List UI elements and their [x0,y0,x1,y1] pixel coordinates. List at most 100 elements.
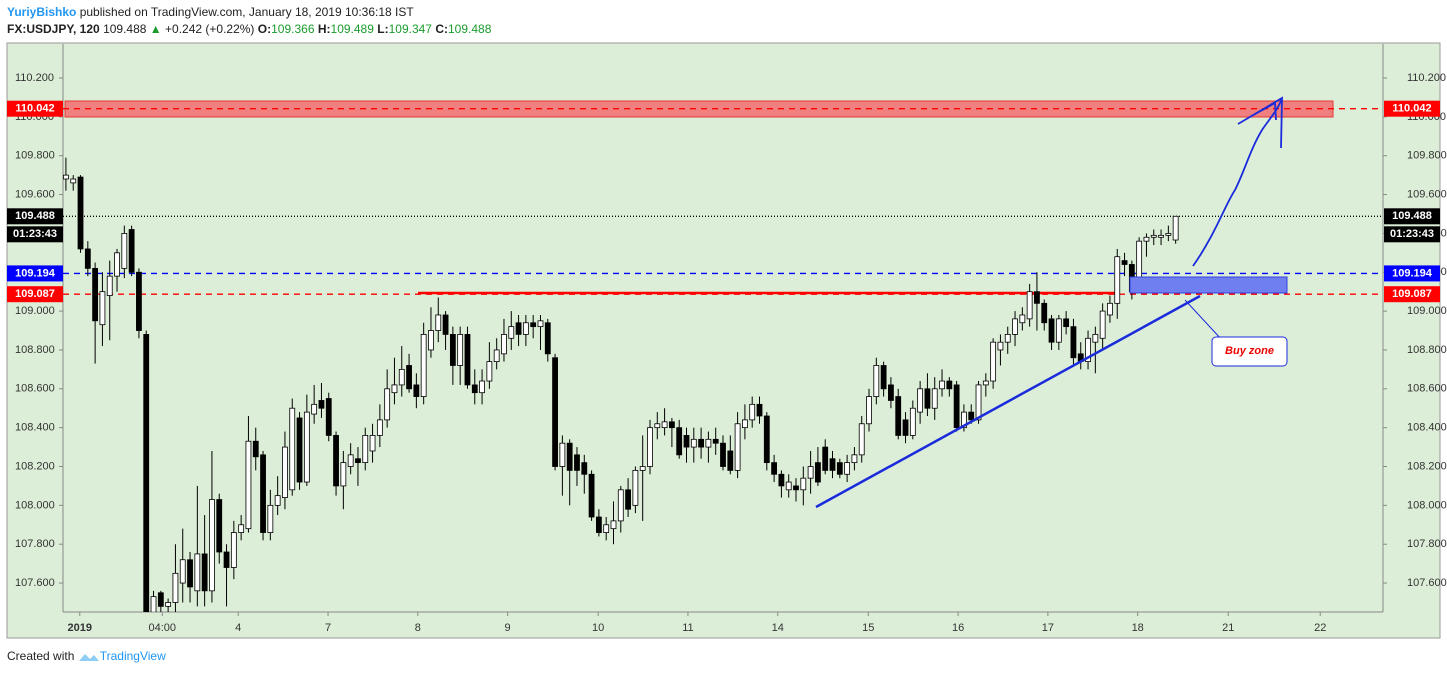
candle-body [939,380,945,390]
candle-body [1099,310,1106,339]
candle-body [566,442,573,471]
price-tag-label: 110.042 [1392,103,1431,115]
x-tick-label: 8 [415,622,421,634]
candle-body [70,178,77,184]
candle-body [800,477,807,491]
price-tag-label: 110.042 [15,103,54,115]
candle-body [1121,260,1128,265]
logo [78,653,99,661]
candle-body [355,458,361,464]
candle-body [946,380,953,390]
candle-body [449,334,456,366]
y-tick-label: 108.400 [15,422,55,434]
y-tick-label: 109.800 [1407,150,1447,162]
candle-body [515,322,522,335]
candle-body [362,435,369,464]
candle-body [77,176,84,250]
x-tick-label: 11 [682,622,693,634]
candle-body [668,421,675,429]
candle-body [1085,337,1091,363]
candle-body [888,384,894,401]
candle-body [136,271,142,331]
callout-pointer [1184,299,1223,341]
candle-body [581,462,588,475]
up-arrow: ▲ [149,22,162,36]
candle-body [1055,318,1062,343]
footer: Created with TradingView [7,649,166,663]
trendline [815,294,1201,509]
candle-body [617,489,624,522]
plot [63,100,1383,612]
candle-body [84,248,91,269]
candle-body [1143,236,1150,242]
candle-body [369,435,376,452]
y-tick-label: 109.800 [15,150,55,162]
price-tag-label: 109.488 [15,210,55,222]
candle-body [639,466,646,471]
candle-body [464,334,471,386]
candle-body [1034,291,1040,304]
candle-body [479,380,485,394]
brand[interactable]: TradingView [99,649,166,663]
candle-body [544,322,551,355]
candle-body [895,396,902,436]
candle-body [384,388,391,421]
candle-body [924,388,931,409]
candle-body [902,419,909,436]
candle-body [143,334,150,612]
candle-body [99,291,106,326]
candle-body [325,398,332,436]
candle-body [238,524,245,533]
price-tags: 110.042 110.042 109.488 109.488 01:23:43 01:2… [7,100,1440,303]
candle-body [917,388,924,413]
price-tag [1384,208,1440,225]
y-tick-label: 108.200 [1407,460,1447,472]
candle-body [559,442,566,467]
y-tick-label: 110.200 [1407,72,1446,84]
candle-body [647,427,653,467]
candle-body [1063,318,1070,328]
candle-body [829,458,836,471]
x-tick-label: 21 [1222,622,1234,634]
x-tick-label: 7 [325,622,331,634]
candle-body [1114,256,1121,304]
candle-body [296,417,303,483]
created-with: Created with [7,649,75,663]
candle-body [223,551,230,568]
candle-body [179,559,186,584]
price-tag-label: 109.087 [1392,288,1432,300]
y-tick-label: 108.800 [15,344,55,356]
candle-body [851,454,858,464]
x-tick-label: 10 [592,622,604,634]
candle-body [508,326,515,339]
candle-body [471,384,478,394]
candle-body [705,438,712,448]
candle-body [997,341,1004,351]
candle-body [734,423,741,471]
candle-body [114,252,120,277]
chart-frame [6,42,1441,639]
candle-body [1150,234,1157,238]
candle-body [435,314,442,331]
candle-body [610,520,617,530]
candle-body [844,462,851,475]
candle-body [486,361,493,382]
projection-arrow [1192,97,1283,267]
candle-body [1004,334,1011,343]
x-tick-label: 17 [1042,622,1054,634]
y-tick-label: 107.600 [1407,577,1447,589]
candle-body [252,440,259,458]
candle-body [749,403,756,421]
candle-body [128,229,135,273]
candle-body [493,349,500,363]
candle-body [815,462,821,483]
candle-body [763,415,770,464]
author[interactable]: YuriyBishko [7,5,77,19]
candle-body [1172,215,1179,241]
ohlc-label: L: [377,22,389,36]
candle-body [822,446,829,471]
x-tick-label: 9 [505,622,511,634]
candle-body [260,454,266,533]
ohlc-value: 109.347 [388,22,432,36]
